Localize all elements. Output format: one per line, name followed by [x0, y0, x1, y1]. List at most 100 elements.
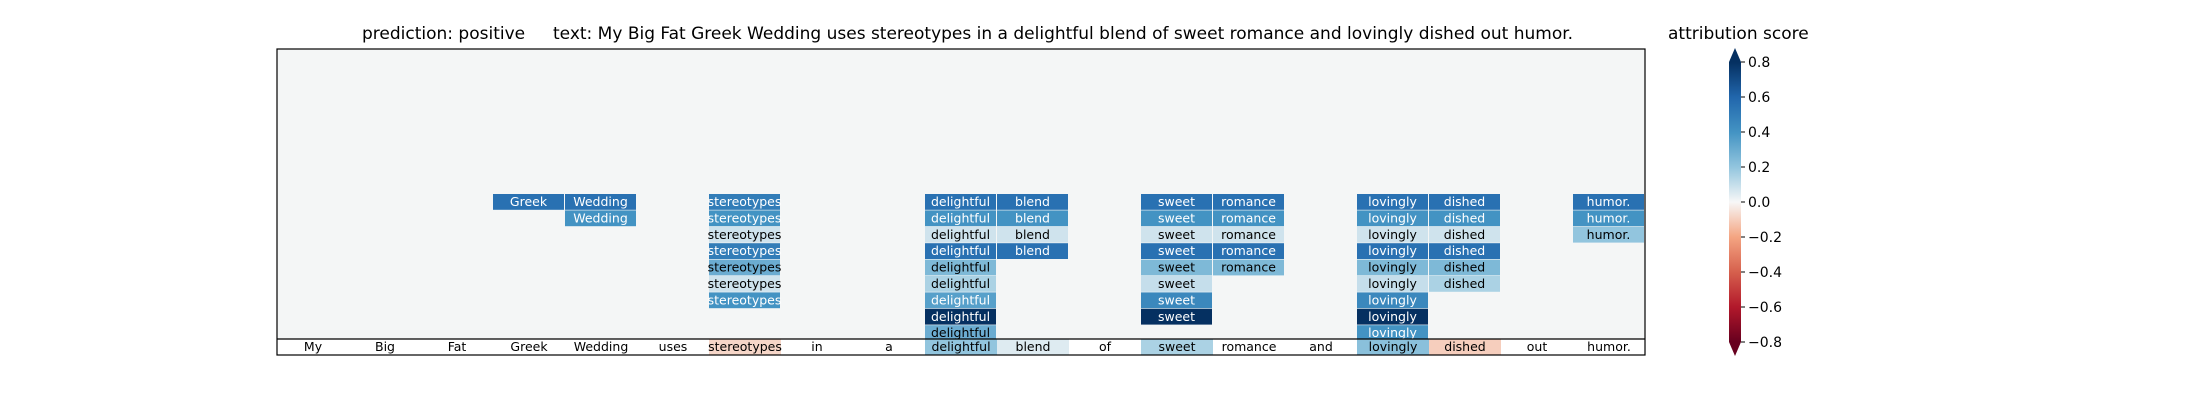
cell-label: sweet: [1158, 292, 1195, 307]
heatmap-cell: [1213, 226, 1284, 243]
heatmap-cell: [1213, 194, 1284, 210]
cell-label: lovingly: [1368, 309, 1417, 324]
title-text: text: My Big Fat Greek Wedding uses ster…: [553, 24, 1573, 44]
cell-label: delightful: [931, 243, 990, 258]
heatmap-cell: [1213, 210, 1284, 227]
cell-label: lovingly: [1368, 194, 1417, 209]
heatmap-cell: [1357, 292, 1428, 309]
heatmap-cell: [709, 292, 780, 309]
cell-label: blend: [1015, 227, 1050, 242]
heatmap-cell: [709, 259, 780, 276]
heatmap-cell: [1357, 259, 1428, 276]
colorbar-tick-label: −0.8: [1748, 335, 1782, 351]
cell-label: romance: [1221, 194, 1276, 209]
token-label: a: [885, 339, 893, 354]
cell-label: Greek: [510, 194, 548, 209]
cell-label: lovingly: [1368, 325, 1417, 340]
colorbar-tick-label: 0.8: [1748, 55, 1770, 71]
cell-label: humor.: [1587, 210, 1631, 225]
heatmap-cell: [925, 210, 996, 227]
colorbar-tick-label: 0.6: [1748, 90, 1770, 106]
heatmap-cell: [1573, 194, 1644, 210]
cell-label: lovingly: [1368, 243, 1417, 258]
cell-label: romance: [1221, 243, 1276, 258]
cell-label: dished: [1444, 194, 1485, 209]
heatmap-cell: [1357, 325, 1428, 341]
heatmap-cell: [1429, 243, 1500, 259]
cell-label: delightful: [931, 325, 990, 340]
colorbar-tick-label: −0.6: [1748, 300, 1782, 316]
cell-label: sweet: [1158, 194, 1195, 209]
cell-label: stereotypes: [708, 227, 782, 242]
heatmap-cell: [1213, 259, 1284, 276]
cell-label: lovingly: [1368, 260, 1417, 275]
colorbar-ticks: 0.8 0.6 0.4 0.2 0.0 −0.2 −0.4 −0.6 −0.8: [1741, 55, 1782, 351]
token-attribution-cell: [1141, 339, 1213, 355]
cell-label: delightful: [931, 276, 990, 291]
cell-label: stereotypes: [708, 210, 782, 225]
colorbar-tick-label: −0.2: [1748, 230, 1782, 246]
cell-label: stereotypes: [708, 276, 782, 291]
token-label: and: [1309, 339, 1333, 354]
heatmap-cell: [1357, 194, 1428, 210]
title-prediction: prediction: positive: [362, 24, 525, 44]
heatmap-cell: [709, 276, 780, 292]
heatmap-cell: [709, 226, 780, 243]
cell-label: sweet: [1158, 210, 1195, 225]
token-label: in: [811, 339, 822, 354]
cell-label: Wedding: [573, 194, 628, 209]
token-row: My Big Fat Greek Wedding uses stereotypes in a de…: [304, 339, 1631, 355]
colorbar: 0.8 0.6 0.4 0.2 0.0 −0.2 −0.4 −0.6 −0.8: [1729, 48, 1782, 356]
heatmap-cell: [709, 243, 780, 259]
heatmap-cell: [1357, 243, 1428, 259]
colorbar-tick-label: 0.2: [1748, 160, 1770, 176]
token-label: blend: [1016, 339, 1051, 354]
cell-label: delightful: [931, 210, 990, 225]
heatmap-cell: [1357, 226, 1428, 243]
heatmap-cell: [1141, 292, 1212, 309]
cell-label: blend: [1015, 194, 1050, 209]
heatmap-cells: Greek WeddingWeddingstereotypesstereotype…: [493, 194, 1644, 341]
heatmap-cell: [1357, 276, 1428, 292]
token-label: romance: [1222, 339, 1277, 354]
heatmap-cell: [1429, 259, 1500, 276]
cell-label: stereotypes: [708, 292, 782, 307]
heatmap-cell: [1141, 194, 1212, 210]
heatmap-cell: [925, 226, 996, 243]
cell-label: lovingly: [1368, 210, 1417, 225]
token-label: uses: [659, 339, 688, 354]
heatmap-cell: [709, 194, 780, 210]
heatmap-cell: [1141, 276, 1212, 292]
heatmap-cell: [925, 292, 996, 309]
heatmap-cell: [1141, 259, 1212, 276]
token-label: stereotypes: [708, 339, 782, 354]
heatmap-cell: [1141, 308, 1212, 325]
heatmap-cell: [565, 194, 636, 210]
token-label: Wedding: [574, 339, 629, 354]
heatmap-cell: [997, 210, 1068, 227]
cell-label: delightful: [931, 194, 990, 209]
heatmap-cell: [1213, 243, 1284, 259]
token-label: out: [1527, 339, 1548, 354]
heatmap-cell: [925, 243, 996, 259]
cell-label: humor.: [1587, 227, 1631, 242]
heatmap-cell: [1141, 226, 1212, 243]
token-label: delightful: [931, 339, 990, 354]
token-attribution-cell: [709, 339, 781, 355]
cell-label: lovingly: [1368, 292, 1417, 307]
cell-label: sweet: [1158, 243, 1195, 258]
token-label: Big: [375, 339, 395, 354]
cell-label: dished: [1444, 260, 1485, 275]
heatmap-cell: [565, 210, 636, 227]
heatmap-cell: [925, 259, 996, 276]
cell-label: romance: [1221, 210, 1276, 225]
token-label: lovingly: [1369, 339, 1418, 354]
cell-label: blend: [1015, 243, 1050, 258]
heatmap-cell: [1357, 210, 1428, 227]
colorbar-top-extension: [1729, 48, 1741, 62]
cell-label: sweet: [1158, 260, 1195, 275]
heatmap-cell: [493, 194, 564, 210]
cell-label: stereotypes: [708, 194, 782, 209]
token-label: of: [1099, 339, 1112, 354]
